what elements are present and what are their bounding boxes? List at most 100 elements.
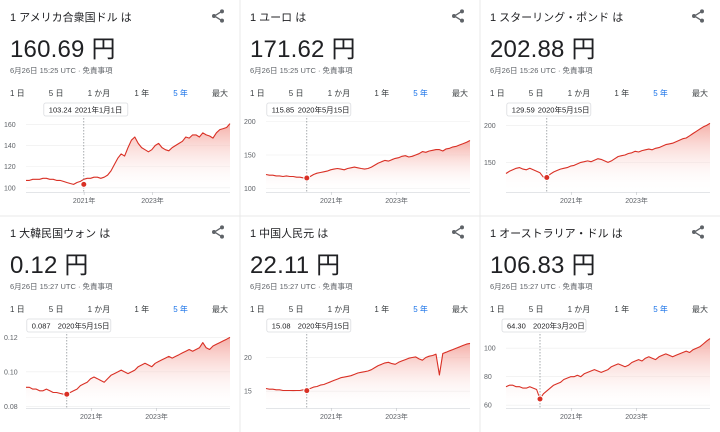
share-icon[interactable] [690, 8, 706, 24]
range-tab[interactable]: 1 年 [134, 89, 150, 98]
timestamp-disclaimer[interactable]: 6月26日 15:27 UTC · 免責事項 [10, 282, 113, 291]
tooltip-box [266, 318, 352, 333]
share-icon[interactable] [210, 224, 226, 240]
currency-title: 1 オーストラリア・ドル は [490, 228, 623, 240]
timestamp-disclaimer[interactable]: 6月26日 15:27 UTC · 免責事項 [490, 282, 593, 291]
range-tab[interactable]: 1 日 [250, 89, 265, 98]
exchange-rate: 202.88 円 [490, 36, 596, 63]
timestamp-disclaimer[interactable]: 6月26日 15:25 UTC · 免責事項 [10, 66, 113, 75]
range-tab[interactable]: 5 日 [48, 89, 64, 98]
range-tab[interactable]: 最大 [451, 305, 468, 314]
y-tick-label: 80 [484, 374, 492, 381]
currency-card-5: 1 中国人民元 は 22.11 円 6月26日 15:27 UTC · 免責事項… [240, 216, 480, 432]
exchange-rate: 0.12 円 [10, 252, 89, 279]
range-tab[interactable]: 1 か月 [327, 305, 351, 314]
range-tab[interactable]: 1 か月 [567, 305, 591, 314]
range-tab[interactable]: 5 年 [173, 305, 188, 314]
share-icon[interactable] [450, 224, 466, 240]
range-tab[interactable]: 最大 [211, 305, 228, 314]
exchange-rate: 106.83 円 [490, 252, 596, 279]
range-tab[interactable]: 1 日 [10, 305, 25, 314]
range-tab[interactable]: 1 日 [250, 305, 265, 314]
timestamp-disclaimer[interactable]: 6月26日 15:25 UTC · 免責事項 [250, 66, 353, 75]
rate-chart[interactable]: 100 150 200 2021年 2023年 115.85 2020年5月15日 [240, 100, 480, 212]
range-tab[interactable]: 1 か月 [87, 305, 111, 314]
range-tabs: 1 日 5 日 1 か月 1 年 5 年 最大 [250, 304, 468, 315]
range-tab[interactable]: 5 年 [413, 89, 428, 98]
range-tab[interactable]: 1 か月 [87, 89, 111, 98]
hover-marker [536, 395, 544, 403]
range-tab[interactable]: 5 年 [653, 305, 668, 314]
range-tab[interactable]: 1 年 [614, 89, 630, 98]
rate-line [265, 342, 471, 392]
share-icon[interactable] [690, 224, 706, 240]
currency-title: 1 スターリング・ポンド は [490, 12, 624, 24]
tooltip-box [501, 318, 587, 333]
share-icon[interactable] [450, 8, 466, 24]
range-tab[interactable]: 5 年 [173, 89, 188, 98]
range-tab[interactable]: 1 か月 [327, 89, 351, 98]
tooltip-value: 103.24 [49, 106, 72, 115]
range-tab[interactable]: 5 日 [288, 305, 304, 314]
range-tab[interactable]: 5 年 [413, 305, 428, 314]
x-tick-label: 2023年 [385, 196, 408, 205]
hover-marker [303, 174, 311, 182]
exchange-rate: 171.62 円 [250, 36, 356, 63]
range-tab[interactable]: 1 年 [374, 89, 390, 98]
timestamp-disclaimer[interactable]: 6月26日 15:27 UTC · 免責事項 [250, 282, 353, 291]
rate-chart[interactable]: 150 200 2021年 2023年 129.59 2020年5月15日 [480, 100, 720, 212]
tooltip-date: 2020年3月20日 [533, 321, 585, 331]
range-tab[interactable]: 5 日 [288, 89, 304, 98]
range-tab[interactable]: 1 日 [490, 89, 505, 98]
range-tabs: 1 日 5 日 1 か月 1 年 5 年 最大 [490, 88, 708, 99]
chart-area [26, 123, 230, 192]
rate-line [26, 336, 231, 395]
chart-area [506, 338, 710, 408]
exchange-rate: 22.11 円 [250, 252, 341, 279]
range-tab[interactable]: 1 年 [374, 305, 390, 314]
timestamp-disclaimer[interactable]: 6月26日 15:26 UTC · 免責事項 [490, 66, 593, 75]
range-tab[interactable]: 1 年 [614, 305, 630, 314]
tooltip-value: 15.08 [272, 322, 291, 331]
share-icon[interactable] [210, 8, 226, 24]
range-tab[interactable]: 1 年 [134, 305, 150, 314]
range-tab[interactable]: 5 日 [48, 305, 64, 314]
rate-line [505, 122, 711, 179]
range-tab[interactable]: 5 日 [528, 305, 544, 314]
tooltip-value: 115.85 [272, 106, 294, 115]
rate-chart[interactable]: 0.08 0.10 0.12 2021年 2023年 0.087 2020年5月15日 [0, 316, 240, 428]
x-tick-label: 2021年 [73, 196, 96, 205]
range-tab[interactable]: 1 日 [490, 305, 505, 314]
range-tab[interactable]: 5 年 [653, 89, 668, 98]
y-tick-label: 200 [244, 119, 256, 126]
x-tick-label: 2023年 [625, 412, 648, 421]
tooltip-date: 2021年1月1日 [75, 105, 123, 115]
range-tab[interactable]: 1 日 [10, 89, 25, 98]
tooltip-date: 2020年5月15日 [538, 105, 590, 115]
range-tabs: 1 日 5 日 1 か月 1 年 5 年 最大 [10, 88, 228, 99]
rate-chart[interactable]: 100 120 140 160 2021年 2023年 103.24 2021年1月1日 [0, 100, 240, 212]
range-tab[interactable]: 最大 [691, 305, 708, 314]
x-tick-label: 2021年 [560, 412, 583, 421]
x-tick-label: 2023年 [145, 412, 168, 421]
range-tab[interactable]: 最大 [691, 89, 708, 98]
y-tick-label: 0.10 [4, 369, 18, 376]
hover-marker [543, 174, 551, 182]
rate-chart[interactable]: 60 80 100 2021年 2023年 64.30 2020年3月20日 [480, 316, 720, 428]
range-tab[interactable]: 最大 [451, 89, 468, 98]
y-tick-label: 60 [484, 403, 492, 410]
range-tab[interactable]: 最大 [211, 89, 228, 98]
y-tick-label: 120 [4, 164, 16, 171]
rate-line [265, 140, 471, 179]
x-tick-label: 2023年 [141, 196, 164, 205]
y-tick-label: 15 [244, 389, 252, 396]
rate-line [26, 123, 231, 185]
rate-chart[interactable]: 15 20 2021年 2023年 15.08 2020年5月15日 [240, 316, 480, 428]
range-tab[interactable]: 5 日 [528, 89, 544, 98]
y-tick-label: 100 [4, 185, 16, 192]
range-tab[interactable]: 1 か月 [567, 89, 591, 98]
currency-title: 1 アメリカ合衆国ドル は [10, 12, 132, 24]
currency-card-6: 1 オーストラリア・ドル は 106.83 円 6月26日 15:27 UTC … [480, 216, 720, 432]
y-tick-label: 20 [244, 355, 252, 362]
